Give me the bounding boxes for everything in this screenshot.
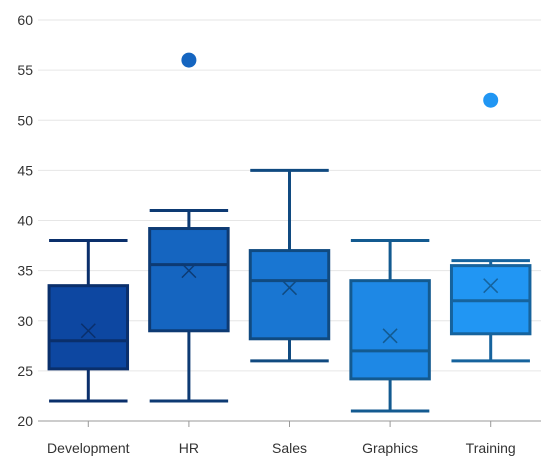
x-axis: Development HR Sales Graphics Training: [38, 420, 541, 456]
box-body: [47, 284, 130, 371]
mean-marker: [483, 278, 499, 294]
box-hr: [148, 52, 230, 403]
box-development: [47, 239, 130, 403]
mean-marker: [80, 323, 96, 339]
y-tick-label: 50: [17, 112, 33, 128]
box-body: [148, 227, 230, 333]
box-sales: [248, 168, 331, 363]
y-tick-label: 20: [17, 413, 33, 429]
mean-marker: [181, 263, 197, 279]
boxes: [47, 52, 532, 413]
y-tick-label: 45: [17, 162, 33, 178]
box-training: [449, 92, 532, 363]
mean-marker: [281, 280, 298, 296]
x-category-label: Sales: [272, 440, 307, 456]
box-body: [349, 279, 431, 381]
y-axis: 20 25 30 35 40 45 50 55 60: [17, 12, 33, 429]
box-body: [248, 249, 331, 341]
x-category-label: Graphics: [362, 440, 418, 456]
x-category-label: HR: [179, 440, 199, 456]
y-tick-label: 55: [17, 62, 33, 78]
y-tick-label: 40: [17, 213, 33, 229]
y-tick-label: 30: [17, 313, 33, 329]
x-category-label: Development: [47, 440, 130, 456]
x-category-label: Training: [466, 440, 516, 456]
y-tick-label: 25: [17, 363, 33, 379]
y-tick-label: 35: [17, 263, 33, 279]
mean-marker: [382, 328, 398, 344]
box-graphics: [349, 239, 431, 413]
y-tick-label: 60: [17, 12, 33, 28]
outlier-point: [181, 52, 197, 68]
outlier-point: [483, 92, 499, 108]
